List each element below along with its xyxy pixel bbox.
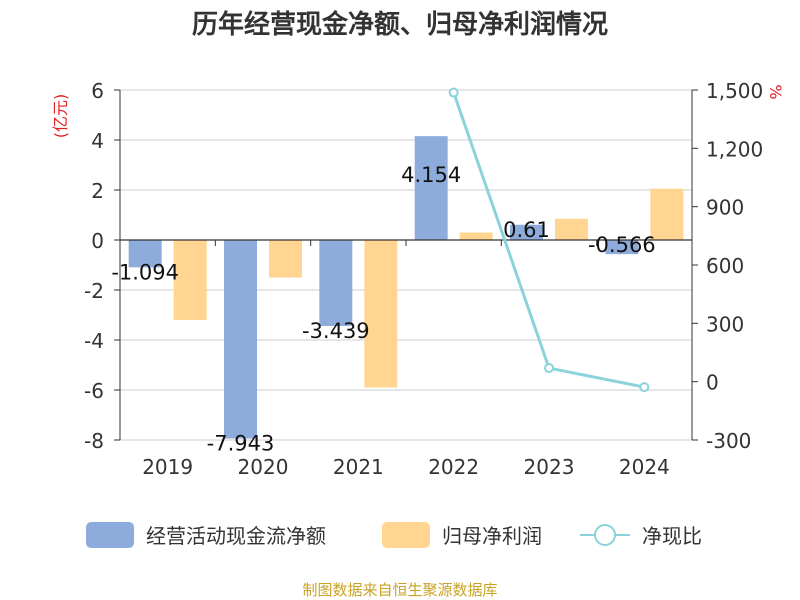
right-tick-label: -300 xyxy=(706,429,751,453)
tick-labels: 6 4 2 0 -2 -4 -6 -8 1,500 1,200 900 600 300 0 -300 2019… xyxy=(84,79,763,479)
legend-item-ratio[interactable]: 净现比 xyxy=(580,524,702,548)
left-tick-label: -8 xyxy=(84,429,104,453)
left-tick-label: 0 xyxy=(91,229,104,253)
left-axis-unit: (亿元) xyxy=(51,94,70,139)
data-label-cashflow-2019: -1.094 xyxy=(111,260,179,284)
data-label-cashflow-2020: -7.943 xyxy=(207,432,275,456)
data-labels: -1.094 -7.943 -3.439 4.154 0.61 -0.566 xyxy=(111,163,655,455)
ratio-point-2022[interactable] xyxy=(448,87,459,98)
data-label-cashflow-2024: -0.566 xyxy=(588,233,656,257)
bar-profit-2019[interactable] xyxy=(173,240,207,320)
legend-label-cashflow: 经营活动现金流净额 xyxy=(146,524,326,548)
left-tick-label: 2 xyxy=(91,179,104,203)
left-tick-label: 6 xyxy=(91,79,104,103)
right-tick-label: 600 xyxy=(706,254,744,278)
right-axis-unit: % xyxy=(766,84,785,99)
x-tick-label: 2020 xyxy=(238,455,289,479)
right-tick-label: 1,200 xyxy=(706,137,763,161)
x-tick-label: 2022 xyxy=(428,455,479,479)
data-source: 制图数据来自恒生聚源数据库 xyxy=(302,581,497,599)
data-label-cashflow-2021: -3.439 xyxy=(302,319,370,343)
bar-cashflow-2020[interactable] xyxy=(224,240,257,439)
chart-title: 历年经营现金净额、归母净利润情况 xyxy=(192,9,608,40)
legend-label-ratio: 净现比 xyxy=(642,524,702,548)
bar-profit-2021[interactable] xyxy=(364,240,398,388)
legend-label-profit: 归母净利润 xyxy=(442,524,542,548)
legend-item-profit[interactable]: 归母净利润 xyxy=(382,522,542,548)
left-tick-label: -4 xyxy=(84,329,104,353)
x-tick-label: 2023 xyxy=(524,455,575,479)
right-tick-label: 900 xyxy=(706,196,744,220)
bar-cashflow-2023[interactable] xyxy=(510,224,543,240)
right-tick-label: 1,500 xyxy=(706,79,763,103)
grid-lines xyxy=(120,89,692,441)
bar-cashflow-2024[interactable] xyxy=(605,240,639,255)
right-tick-label: 300 xyxy=(706,312,744,336)
legend: 经营活动现金流净额 归母净利润 净现比 xyxy=(86,522,702,548)
left-tick-label: 4 xyxy=(91,129,104,153)
left-tick-label: -6 xyxy=(84,379,104,403)
bar-cashflow-2021[interactable] xyxy=(319,240,353,326)
axes xyxy=(114,89,698,441)
legend-marker-ratio xyxy=(594,524,616,546)
ratio-point-2023[interactable] xyxy=(544,363,554,374)
ratio-point-2024[interactable] xyxy=(639,382,650,393)
bar-profit-2023[interactable] xyxy=(555,218,588,240)
bar-profit-2020[interactable] xyxy=(269,240,302,278)
legend-swatch-cashflow xyxy=(86,522,134,548)
ratio-line-group xyxy=(448,87,650,393)
x-tick-label: 2021 xyxy=(333,455,384,479)
right-tick-label: 0 xyxy=(706,371,719,395)
legend-item-cashflow[interactable]: 经营活动现金流净额 xyxy=(86,522,326,548)
data-label-cashflow-2022: 4.154 xyxy=(401,163,461,187)
bar-profit-2024[interactable] xyxy=(650,188,684,240)
bars xyxy=(128,136,684,439)
bar-cashflow-2022[interactable] xyxy=(414,136,448,240)
data-label-cashflow-2023: 0.61 xyxy=(503,218,550,242)
left-tick-label: -2 xyxy=(84,279,104,303)
bar-cashflow-2019[interactable] xyxy=(128,240,162,268)
legend-swatch-profit xyxy=(382,522,430,548)
x-tick-label: 2024 xyxy=(619,455,670,479)
bar-profit-2022[interactable] xyxy=(459,232,493,241)
x-tick-label: 2019 xyxy=(142,455,193,479)
